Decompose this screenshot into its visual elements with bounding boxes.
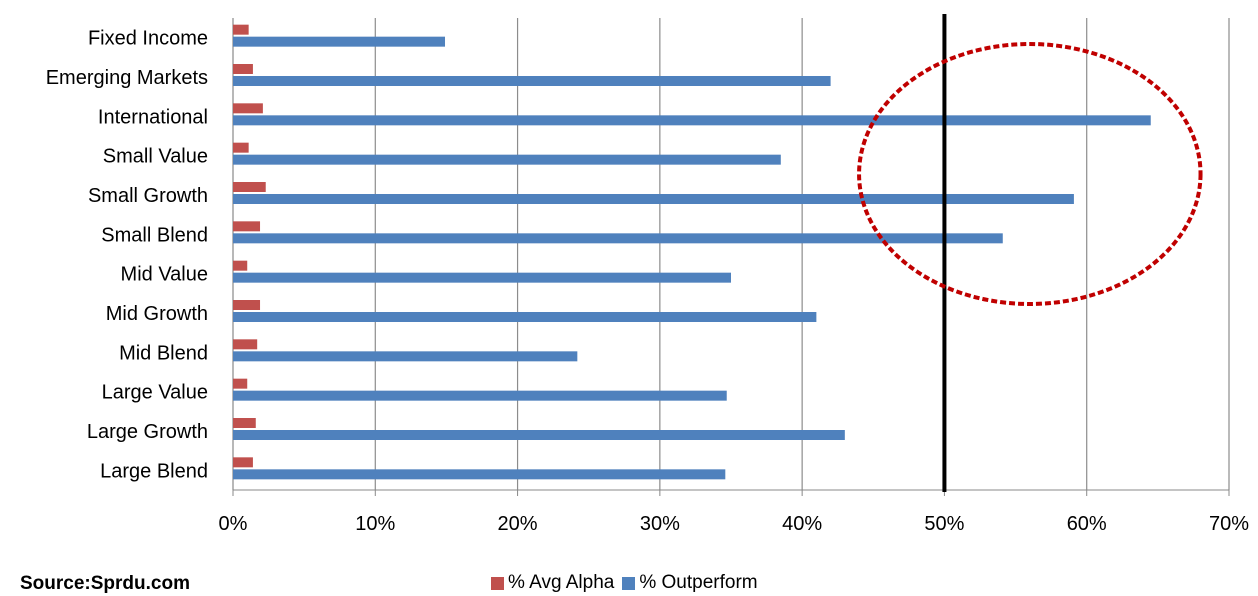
x-tick-label-4: 40% [782, 513, 822, 535]
bar-outperform-small-growth [233, 194, 1074, 204]
category-label-small-value: Small Value [103, 146, 208, 168]
bar-avg-alpha-large-blend [233, 457, 253, 468]
legend-item-avg-alpha: % Avg Alpha [491, 572, 614, 594]
bar-avg-alpha-mid-growth [233, 300, 261, 310]
category-label-mid-growth: Mid Growth [106, 303, 208, 325]
bar-avg-alpha-mid-blend [233, 339, 258, 350]
category-label-mid-value: Mid Value [121, 264, 208, 286]
gridlines [232, 18, 1230, 496]
legend-label-avg-alpha: % Avg Alpha [508, 572, 615, 593]
bar-avg-alpha-small-growth [233, 182, 266, 192]
bar-outperform-small-blend [233, 233, 1003, 244]
legend-label-outperform: % Outperform [639, 572, 758, 593]
category-label-emerging-markets: Emerging Markets [46, 67, 208, 89]
legend-item-outperform: % Outperform [622, 572, 758, 594]
legend-swatch-avg-alpha [491, 576, 504, 590]
bar-outperform-international [233, 115, 1151, 126]
bar-avg-alpha-large-growth [233, 418, 256, 428]
legend-swatch-outperform [622, 576, 636, 590]
x-tick-label-3: 30% [640, 513, 680, 535]
x-tick-label-7: 70% [1209, 513, 1249, 535]
x-tick-label-6: 60% [1067, 513, 1107, 535]
bar-outperform-large-value [233, 390, 727, 401]
bar-outperform-emerging-markets [233, 76, 831, 86]
bar-avg-alpha-small-blend [233, 221, 261, 232]
highlight-ellipse [857, 42, 1203, 306]
x-tick-label-1: 10% [355, 513, 395, 535]
bar-avg-alpha-emerging-markets [233, 64, 253, 74]
category-label-fixed-income: Fixed Income [88, 28, 208, 50]
category-label-international: International [98, 106, 208, 128]
highlight-ellipse-shape [857, 42, 1203, 306]
bar-avg-alpha-small-value [233, 142, 249, 153]
bar-outperform-small-value [233, 154, 781, 165]
legend: % Avg Alpha % Outperform [491, 572, 766, 594]
x-tick-label-2: 20% [498, 513, 538, 535]
bar-outperform-mid-blend [233, 351, 578, 362]
category-label-small-growth: Small Growth [88, 185, 208, 207]
bar-avg-alpha-large-value [233, 378, 248, 389]
category-labels: Fixed Income Emerging Markets Internationa… [46, 28, 208, 483]
bar-avg-alpha-mid-value [233, 260, 248, 271]
bar-outperform-fixed-income [233, 36, 446, 47]
bar-avg-alpha-international [233, 103, 263, 114]
category-label-mid-blend: Mid Blend [119, 342, 208, 364]
bars [233, 24, 1151, 480]
x-tick-label-0: 0% [219, 513, 248, 535]
x-tick-labels: 0% 10% 20% 30% 40% 50% 60% 70% [219, 513, 1250, 535]
category-label-small-blend: Small Blend [101, 224, 208, 246]
category-label-large-growth: Large Growth [87, 421, 208, 443]
category-label-large-value: Large Value [102, 382, 208, 404]
x-tick-label-5: 50% [924, 513, 964, 535]
category-label-large-blend: Large Blend [100, 460, 208, 482]
bar-outperform-large-blend [233, 469, 726, 480]
bar-avg-alpha-fixed-income [233, 24, 249, 35]
bar-outperform-large-growth [233, 430, 845, 440]
bar-outperform-mid-value [233, 272, 731, 283]
bar-outperform-mid-growth [233, 312, 817, 322]
source-note: Source:Sprdu.com [20, 573, 190, 594]
